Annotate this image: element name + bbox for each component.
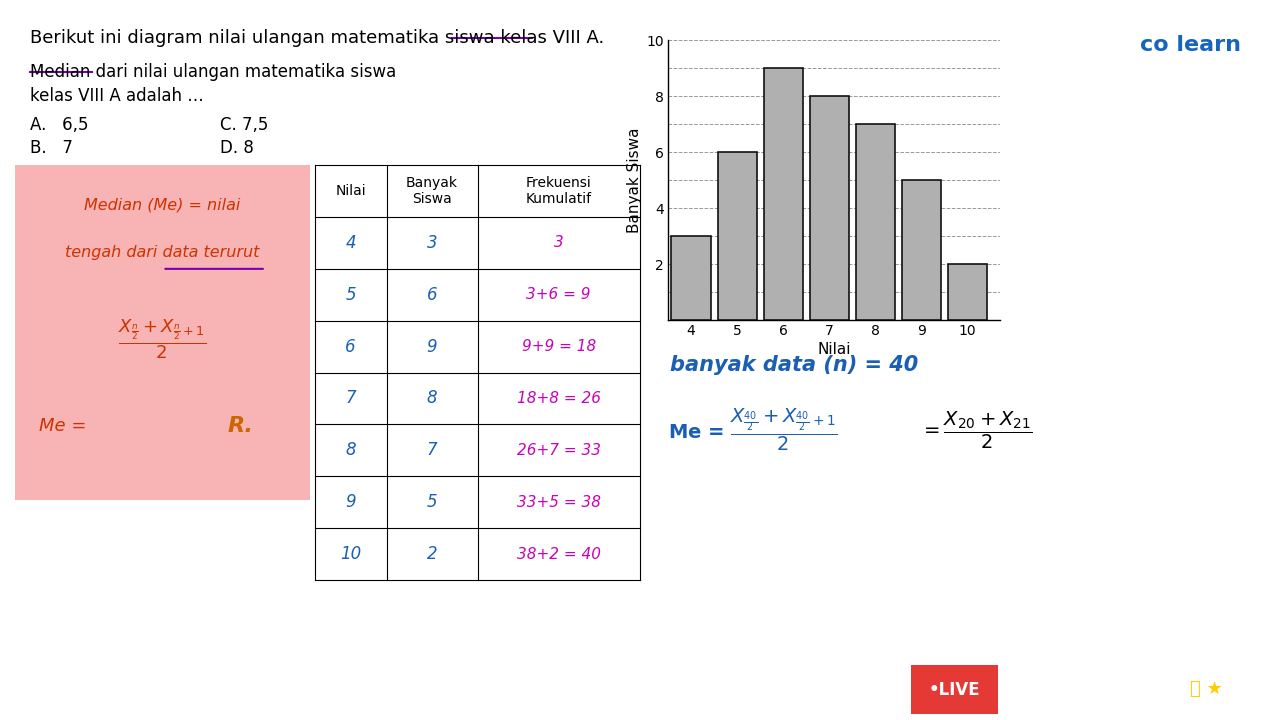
Text: 2: 2 [426,545,438,563]
Text: 6: 6 [426,286,438,304]
Text: Median dari nilai ulangan matematika siswa: Median dari nilai ulangan matematika sis… [29,63,397,81]
X-axis label: Nilai: Nilai [817,342,851,357]
Text: 26+7 = 33: 26+7 = 33 [517,443,600,458]
Text: 38+2 = 40: 38+2 = 40 [517,546,600,562]
Text: kelas VIII A adalah …: kelas VIII A adalah … [29,87,204,105]
Bar [902,180,941,320]
Text: Mau lebih ngerti tentang materi ini? Ikut Kelas: Mau lebih ngerti tentang materi ini? Iku… [166,680,585,698]
Text: A.   6,5: A. 6,5 [29,116,88,134]
Bar [764,68,803,320]
Text: 9: 9 [346,493,356,511]
Text: co learn: co learn [1140,35,1242,55]
Text: 4: 4 [346,234,356,252]
Text: $= \dfrac{X_{20} + X_{21}}{2}$: $= \dfrac{X_{20} + X_{21}}{2}$ [920,409,1033,451]
Bar [718,152,756,320]
Text: 3+6 = 9: 3+6 = 9 [526,287,591,302]
Text: 9+9 = 18: 9+9 = 18 [522,339,596,354]
Text: Median (Me) = nilai: Median (Me) = nilai [84,198,241,212]
Text: banyak data (n) = 40: banyak data (n) = 40 [669,355,918,375]
Text: B.   7: B. 7 [29,139,73,157]
Bar [856,124,895,320]
Text: Banyak
Siswa: Banyak Siswa [406,176,458,206]
Text: C. 7,5: C. 7,5 [220,116,269,134]
Text: 33+5 = 38: 33+5 = 38 [517,495,600,510]
Text: Frekuensi
Kumulatif: Frekuensi Kumulatif [526,176,591,206]
Text: D. 8: D. 8 [220,139,253,157]
Text: 3: 3 [554,235,563,251]
Text: 8: 8 [426,390,438,408]
Bar [948,264,987,320]
Text: 10: 10 [340,545,361,563]
Text: tengah dari data terurut: tengah dari data terurut [65,245,260,260]
Text: 8: 8 [346,441,356,459]
Text: 9: 9 [426,338,438,356]
Text: 7: 7 [346,390,356,408]
Text: 7: 7 [426,441,438,459]
Text: Me = $\dfrac{X_{\frac{40}{2}} + X_{\frac{40}{2}+1}}{2}$: Me = $\dfrac{X_{\frac{40}{2}} + X_{\frac… [668,407,837,454]
Text: 5: 5 [346,286,356,304]
Text: Me =: Me = [38,418,86,436]
Text: •LIVE: •LIVE [929,681,980,698]
Text: 3: 3 [426,234,438,252]
Text: Nilai: Nilai [335,184,366,198]
Text: R.: R. [228,416,253,436]
Text: Berikut ini diagram nilai ulangan matematika siswa kelas VIII A.: Berikut ini diagram nilai ulangan matema… [29,29,604,47]
Text: 18+8 = 26: 18+8 = 26 [517,391,600,406]
Y-axis label: Banyak Siswa: Banyak Siswa [627,127,643,233]
Text: 🦉 ★: 🦉 ★ [1190,680,1222,698]
Text: $\dfrac{X_{\frac{n}{2}} + X_{\frac{n}{2}+1}}{2}$: $\dfrac{X_{\frac{n}{2}} + X_{\frac{n}{2}… [118,318,206,361]
Bar [672,236,710,320]
FancyBboxPatch shape [9,158,316,507]
Text: 6: 6 [346,338,356,356]
Text: aja!: aja! [1069,680,1103,698]
Text: 5: 5 [426,493,438,511]
Bar [810,96,849,320]
FancyBboxPatch shape [905,662,1005,718]
